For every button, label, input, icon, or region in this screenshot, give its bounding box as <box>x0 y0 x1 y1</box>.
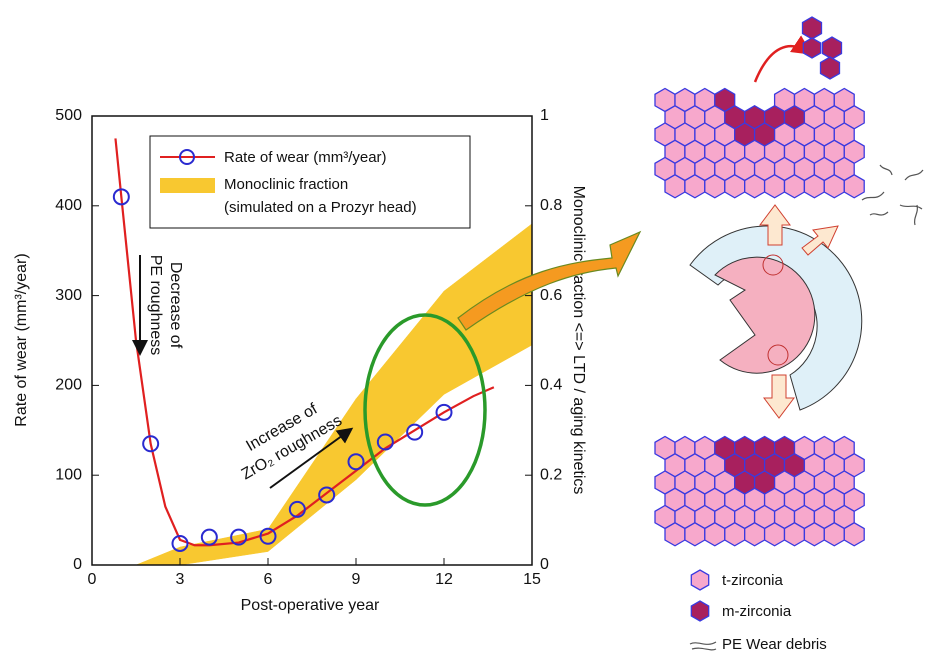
t-zirconia-cell <box>724 522 746 547</box>
link-arrow <box>457 230 642 331</box>
y2-tick-label: 0 <box>540 556 549 573</box>
data-point <box>142 435 160 453</box>
spot <box>762 254 784 276</box>
plot-frame <box>91 115 533 566</box>
t-zirconia-cell <box>684 174 706 199</box>
t-zirconia-cell <box>684 522 706 547</box>
m-zirconia-cell <box>690 600 710 622</box>
data-point <box>376 433 394 451</box>
t-zirconia-cell <box>724 174 746 199</box>
m-zirconia-cell <box>819 56 841 80</box>
x-tick-label: 6 <box>264 571 273 588</box>
y-tick-label: 200 <box>55 377 82 394</box>
spot <box>767 344 789 366</box>
y-tick-label: 100 <box>55 466 82 483</box>
head <box>714 256 816 374</box>
y-axis-title: Rate of wear (mm³/year) <box>13 253 30 426</box>
t-zirconia-cell <box>690 569 710 591</box>
arrow <box>269 427 354 489</box>
t-zirconia-cell <box>704 522 726 547</box>
data-point <box>259 527 277 545</box>
t-zirconia-cell <box>664 174 686 199</box>
y-tick-label: 300 <box>55 287 82 304</box>
y-tick-label: 400 <box>55 197 82 214</box>
highlight-ellipse <box>363 313 487 507</box>
data-point <box>435 403 453 421</box>
band-segment <box>135 546 181 566</box>
ejection-arrow <box>753 35 813 83</box>
t-zirconia-cell <box>783 174 806 199</box>
t-zirconia-cell <box>744 522 766 547</box>
t-zirconia-cell <box>763 522 786 547</box>
data-point <box>171 534 189 552</box>
m-zirconia-cell <box>802 37 822 59</box>
y-tick-label: 500 <box>55 107 82 124</box>
data-point <box>406 423 424 441</box>
x-tick-label: 3 <box>176 571 185 588</box>
y-tick-label: 0 <box>73 556 82 573</box>
data-point <box>230 528 248 546</box>
data-point <box>112 188 130 206</box>
plot-layer <box>112 138 495 552</box>
t-zirconia-cell <box>744 174 766 199</box>
t-zirconia-cell <box>843 174 865 199</box>
debris <box>861 164 924 226</box>
diagram-legend: m-zirconia <box>722 603 792 620</box>
x-tick-label: 15 <box>523 571 541 588</box>
t-zirconia-cell <box>823 522 845 547</box>
data-point <box>288 500 306 518</box>
y2-axis-title: Monoclinic fraction <=> LTD / aging kine… <box>570 186 587 495</box>
y2-tick-label: 0.2 <box>540 466 562 483</box>
data-point <box>318 486 336 504</box>
legend-swatch <box>160 178 215 193</box>
y2-tick-label: 0.6 <box>540 287 562 304</box>
m-zirconia-cell <box>821 36 843 60</box>
legend-label: Monoclinic fraction <box>224 176 348 193</box>
x-tick-label: 12 <box>435 571 453 588</box>
y2-tick-label: 1 <box>540 107 549 124</box>
diagram-legend: t-zirconia <box>722 572 784 589</box>
arrow-diag <box>801 225 839 256</box>
y2-tick-label: 0.4 <box>540 377 562 394</box>
arrow-down <box>763 374 795 419</box>
t-zirconia-cell <box>803 174 825 199</box>
debris-icon <box>689 641 717 651</box>
legend-label: (simulated on a Prozyr head) <box>224 199 417 216</box>
x-tick-label: 0 <box>88 571 97 588</box>
arrow-up <box>759 204 791 246</box>
diagram-legend: PE Wear debris <box>722 636 827 653</box>
diagram <box>654 16 924 651</box>
t-zirconia-cell <box>664 522 686 547</box>
band-segment <box>179 528 269 566</box>
t-zirconia-cell <box>843 522 865 547</box>
t-zirconia-cell <box>823 174 845 199</box>
t-zirconia-cell <box>763 174 786 199</box>
m-zirconia-cell <box>801 16 823 40</box>
legend-marker <box>179 149 195 165</box>
t-zirconia-cell <box>783 522 806 547</box>
y2-tick-label: 0.8 <box>540 197 562 214</box>
data-point <box>347 453 365 471</box>
legend-label: Rate of wear (mm³/year) <box>224 149 387 166</box>
data-point <box>200 528 218 546</box>
t-zirconia-cell <box>704 174 726 199</box>
x-tick-label: 9 <box>352 571 361 588</box>
annotation: Decrease of <box>167 262 184 349</box>
t-zirconia-cell <box>803 522 825 547</box>
x-axis-title: Post-operative year <box>241 597 380 614</box>
band-layer <box>135 223 533 566</box>
annotation: PE roughness <box>147 255 164 356</box>
